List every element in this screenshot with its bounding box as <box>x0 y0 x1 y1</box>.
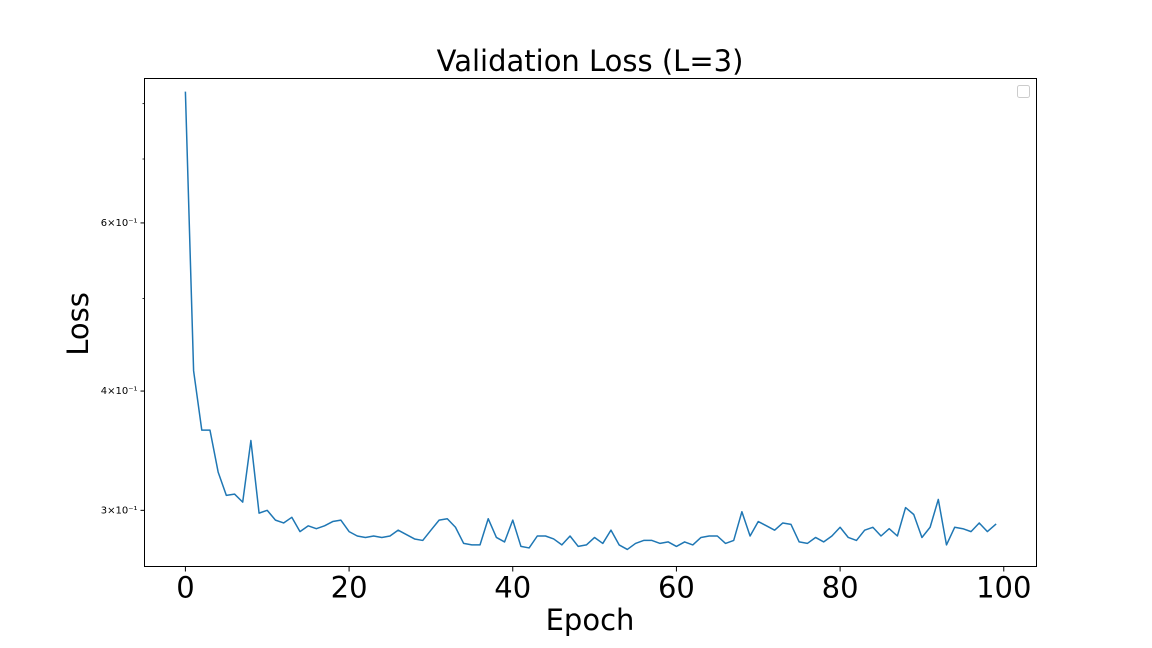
plot-area <box>184 91 997 551</box>
x-tick-label: 40 <box>494 571 531 605</box>
x-axis-ticks: 0 20 40 60 80 100 <box>176 566 1031 605</box>
legend-box <box>1017 85 1030 98</box>
series-line-1 <box>184 91 997 551</box>
chart-title: Validation Loss (L=3) <box>437 44 744 78</box>
y-tick-label: 4×10⁻¹ <box>101 386 138 397</box>
x-tick-label: 20 <box>331 571 368 605</box>
y-axis-label: Loss <box>61 292 95 356</box>
y-tick-label: 3×10⁻¹ <box>101 505 138 516</box>
x-tick-label: 100 <box>976 571 1031 605</box>
x-tick-label: 60 <box>658 571 695 605</box>
y-axis-ticks: 3×10⁻¹ 4×10⁻¹ 6×10⁻¹ <box>101 103 145 516</box>
y-tick-label: 6×10⁻¹ <box>101 218 138 229</box>
x-tick-label: 0 <box>176 571 194 605</box>
axes-frame <box>144 78 1037 567</box>
x-axis-label: Epoch <box>546 603 635 637</box>
x-tick-label: 80 <box>822 571 859 605</box>
